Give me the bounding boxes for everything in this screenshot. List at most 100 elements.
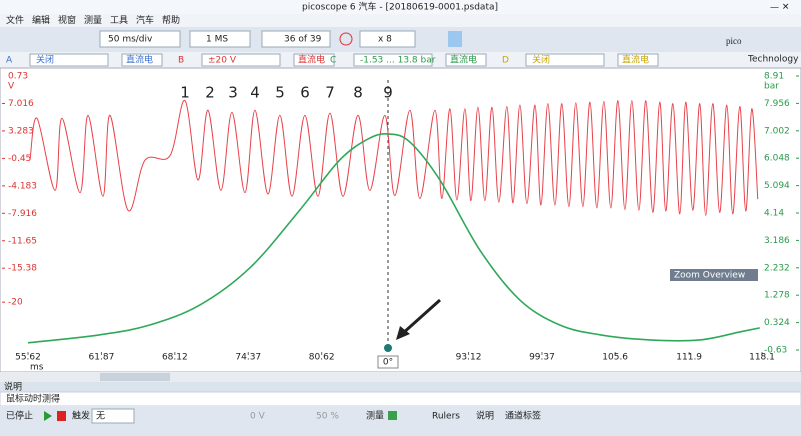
channel-coupling[interactable]: 直流电 (126, 54, 153, 66)
pretrigger[interactable]: 50 % (316, 412, 339, 422)
annotation: 2 (205, 84, 215, 102)
y2-tick-label: 1.278 (764, 291, 790, 301)
measure[interactable]: 测量 (366, 411, 384, 422)
range-box[interactable] (525, 53, 605, 67)
coupling-box[interactable] (445, 53, 487, 67)
channel-letter[interactable]: C (330, 56, 336, 66)
series-line (29, 100, 759, 216)
channel-range[interactable]: ±20 V (208, 56, 237, 66)
coupling-box[interactable] (121, 53, 163, 67)
x-tick-label: 118.1 (749, 353, 775, 363)
x-tick-label: 74.37 (235, 353, 261, 363)
buffer[interactable]: 36 of 39 (284, 35, 322, 45)
logo: pico (726, 36, 742, 46)
zoom[interactable]: x 8 (378, 35, 392, 45)
stop-icon[interactable] (339, 32, 353, 46)
annotation: 3 (228, 84, 238, 102)
annotation: 9 (383, 84, 393, 102)
y-tick-label: 7.016 (8, 99, 34, 109)
trigger-mode[interactable]: 无 (96, 411, 105, 422)
x-tick-label: 61.87 (89, 353, 115, 363)
trigger-mode-box[interactable] (91, 408, 135, 424)
axis-top-label: 0.73 (8, 72, 28, 82)
cursor-label[interactable]: 0° (383, 358, 393, 368)
range-box[interactable] (353, 53, 433, 67)
menu-item[interactable]: 文件 (6, 14, 24, 26)
range-box[interactable] (29, 53, 109, 67)
window-controls[interactable]: — ✕ (770, 3, 789, 13)
menu-item[interactable]: 视窗 (58, 14, 76, 26)
zoom-overview-bar[interactable] (670, 269, 758, 281)
coupling-box[interactable] (293, 53, 335, 67)
channel-letter[interactable]: A (6, 56, 13, 66)
menu-item[interactable]: 汽车 (136, 14, 154, 26)
range-box[interactable] (201, 53, 281, 67)
x-tick-label: 55.62 (15, 353, 41, 363)
measure-add[interactable] (388, 411, 397, 420)
annotation: 6 (300, 84, 310, 102)
channel-letter[interactable]: B (178, 56, 184, 66)
menu-item[interactable]: 工具 (110, 15, 128, 26)
scrollbar[interactable] (0, 372, 801, 382)
y-tick-label: -15.38 (8, 264, 37, 274)
arrow (400, 298, 442, 336)
level[interactable]: 0 V (250, 412, 266, 422)
channel-range[interactable]: -1.53 ... 13.8 bar (360, 56, 436, 66)
annotation: 1 (180, 84, 190, 102)
notes-panel[interactable] (0, 391, 801, 407)
y2-unit: bar (764, 82, 779, 92)
window-title: picoscope 6 汽车 - [20180619-0001.psdata] (302, 1, 498, 13)
menu-item[interactable]: 编辑 (32, 14, 50, 26)
series-line (27, 132, 760, 344)
notes-button[interactable]: 说明 (476, 410, 494, 422)
timebase-box[interactable] (99, 30, 181, 48)
timebase[interactable]: 50 ms/div (108, 35, 153, 45)
channel-coupling[interactable]: 直流电 (298, 54, 325, 66)
samples[interactable]: 1 MS (206, 35, 228, 45)
arrow-head (396, 326, 410, 340)
channel-coupling[interactable]: 直流电 (450, 54, 477, 66)
menu-item[interactable]: 帮助 (162, 14, 180, 26)
buffer-box[interactable] (261, 30, 331, 48)
stop-button[interactable] (57, 411, 66, 421)
cursor-handle[interactable] (384, 344, 392, 352)
annotation: 5 (275, 84, 285, 102)
y-tick-label: -0.45 (8, 154, 31, 164)
x-tick-label: 80.62 (309, 353, 335, 363)
rulers[interactable]: Rulers (432, 412, 460, 422)
x-tick-label: 99.37 (529, 353, 555, 363)
y-tick-label: -4.183 (8, 181, 37, 191)
cursor-box[interactable] (377, 355, 399, 369)
channel-letter[interactable]: D (502, 56, 509, 66)
annotation: 4 (250, 84, 260, 102)
zoom-overview[interactable]: Zoom Overview (674, 271, 745, 281)
coupling-box[interactable] (617, 53, 659, 67)
channel-range[interactable]: 关闭 (36, 54, 54, 66)
x-tick-label: 105.6 (602, 353, 628, 363)
menu-item[interactable]: 测量 (84, 15, 102, 26)
y2-tick-label: 6.048 (764, 154, 790, 164)
y2-tick-label: 0.324 (764, 318, 790, 328)
logo-sub: Technology (747, 55, 799, 65)
title-bar (0, 0, 801, 14)
status[interactable]: 已停止 (6, 410, 33, 422)
start-button[interactable] (44, 411, 52, 421)
channel-range[interactable]: 关闭 (532, 54, 550, 66)
y2-tick-label: 4.14 (764, 209, 784, 219)
zoom-box[interactable] (359, 30, 416, 48)
channel-labels[interactable]: 通道标签 (505, 410, 541, 422)
y2-tick-label: 8.91 (764, 72, 784, 82)
notes-text[interactable]: 鼠标动时测得 (6, 393, 60, 405)
x-tick-label: 68.12 (162, 353, 188, 363)
zoom-tool[interactable] (448, 31, 462, 47)
x-tick-label: 93.12 (456, 353, 482, 363)
annotation: 8 (353, 84, 363, 102)
y-tick-label: -20 (8, 298, 23, 308)
trigger: 触发 (72, 410, 90, 422)
samples-box[interactable] (189, 30, 251, 48)
plot-area (0, 67, 801, 373)
channel-coupling[interactable]: 直流电 (622, 54, 649, 66)
scroll-thumb[interactable] (100, 373, 170, 381)
